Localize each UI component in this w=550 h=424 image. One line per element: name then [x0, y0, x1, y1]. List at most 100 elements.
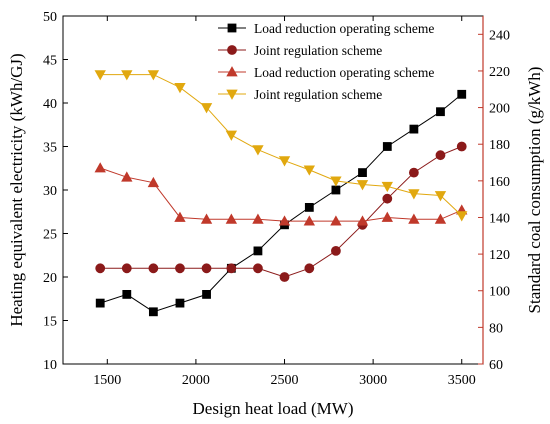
data-point [279, 272, 290, 282]
data-point [303, 165, 316, 176]
data-point [148, 263, 159, 274]
data-point [382, 193, 393, 204]
data-point [200, 213, 213, 224]
left-axis-ticks: 10 15 20 25 30 35 40 45 50 [43, 10, 68, 373]
data-point [121, 263, 132, 274]
data-point [356, 180, 369, 191]
data-point [278, 156, 291, 167]
data-point [174, 83, 186, 94]
data-point [435, 150, 446, 161]
left-tick-label: 40 [43, 97, 57, 112]
data-point [95, 298, 105, 308]
series-4 [94, 70, 468, 222]
data-point [356, 215, 369, 226]
series-1 [95, 89, 467, 317]
x-tick-label: 3500 [448, 373, 476, 388]
data-point [253, 263, 263, 274]
right-tick-label: 80 [489, 321, 503, 336]
data-point [94, 70, 106, 81]
data-point [434, 213, 447, 224]
right-tick-label: 60 [489, 358, 503, 373]
data-point [408, 167, 419, 178]
x-tick-label: 2000 [182, 373, 210, 388]
right-tick-label: 140 [489, 211, 510, 226]
data-point [456, 141, 467, 152]
left-tick-label: 15 [43, 315, 57, 330]
data-point [202, 289, 211, 299]
legend-marker [227, 23, 237, 33]
legend-marker [227, 45, 237, 55]
series-2 [95, 141, 467, 282]
data-point [147, 176, 160, 188]
data-point [201, 263, 212, 274]
legend-label: Load reduction operating scheme [254, 21, 434, 36]
data-point [358, 168, 367, 178]
left-tick-label: 25 [43, 228, 57, 243]
right-tick-label: 240 [489, 28, 510, 43]
left-tick-label: 45 [43, 54, 57, 69]
data-point [304, 202, 314, 212]
data-point [94, 162, 106, 173]
data-point [121, 70, 133, 81]
data-point [330, 176, 342, 187]
series-line [100, 146, 462, 278]
series-layer [94, 70, 468, 317]
data-point [253, 246, 263, 256]
data-point [226, 263, 237, 274]
data-point [436, 107, 445, 117]
right-tick-label: 100 [489, 285, 510, 300]
left-tick-label: 50 [43, 10, 57, 25]
data-point [252, 145, 264, 156]
x-axis-ticks: 1500 2000 2500 3000 3500 [93, 16, 476, 388]
legend-label: Joint regulation scheme [254, 43, 382, 58]
data-point [331, 245, 341, 256]
right-axis-title: Standard coal consumption (g/kWh) [525, 67, 544, 314]
series-line [100, 167, 462, 222]
data-point [382, 142, 392, 151]
data-point [174, 211, 186, 222]
left-tick-label: 20 [43, 271, 57, 286]
right-tick-label: 160 [489, 175, 510, 190]
data-point [457, 89, 467, 99]
left-tick-label: 35 [43, 141, 57, 156]
data-point [434, 191, 447, 202]
data-point [303, 215, 316, 226]
data-point [95, 263, 106, 274]
left-tick-label: 30 [43, 184, 57, 199]
data-point [330, 215, 342, 226]
right-tick-label: 220 [489, 65, 510, 80]
data-point [225, 213, 238, 224]
x-axis-title: Design heat load (MW) [193, 399, 354, 418]
right-tick-label: 120 [489, 248, 510, 263]
data-point [175, 298, 185, 308]
data-point [252, 213, 264, 224]
legend-label: Joint regulation scheme [254, 87, 382, 102]
data-point [408, 213, 420, 224]
data-point [331, 185, 341, 195]
x-tick-label: 3000 [359, 373, 387, 388]
right-tick-label: 200 [489, 102, 510, 117]
data-point [175, 263, 185, 274]
data-point [225, 130, 238, 141]
data-point [304, 263, 315, 274]
data-point [147, 70, 160, 81]
right-tick-label: 180 [489, 138, 510, 153]
right-axis-ticks: 60 80 100 120 140 160 180 200 220 240 [478, 28, 510, 373]
data-point [456, 211, 468, 222]
x-tick-label: 1500 [93, 373, 121, 388]
data-point [409, 124, 419, 134]
x-tick-label: 2500 [271, 373, 299, 388]
data-point [122, 289, 132, 299]
data-point [200, 103, 213, 114]
data-point [381, 181, 393, 193]
data-point [408, 189, 420, 200]
data-point [121, 171, 133, 182]
data-point [381, 211, 393, 222]
left-axis-title: Heating equivalent electricity (kWh/GJ) [7, 53, 26, 326]
data-point [148, 307, 158, 317]
legend-label: Load reduction operating scheme [254, 65, 434, 80]
legend-marker [226, 66, 238, 77]
legend: Load reduction operating scheme Joint reg… [218, 21, 434, 102]
legend-marker [226, 89, 238, 100]
